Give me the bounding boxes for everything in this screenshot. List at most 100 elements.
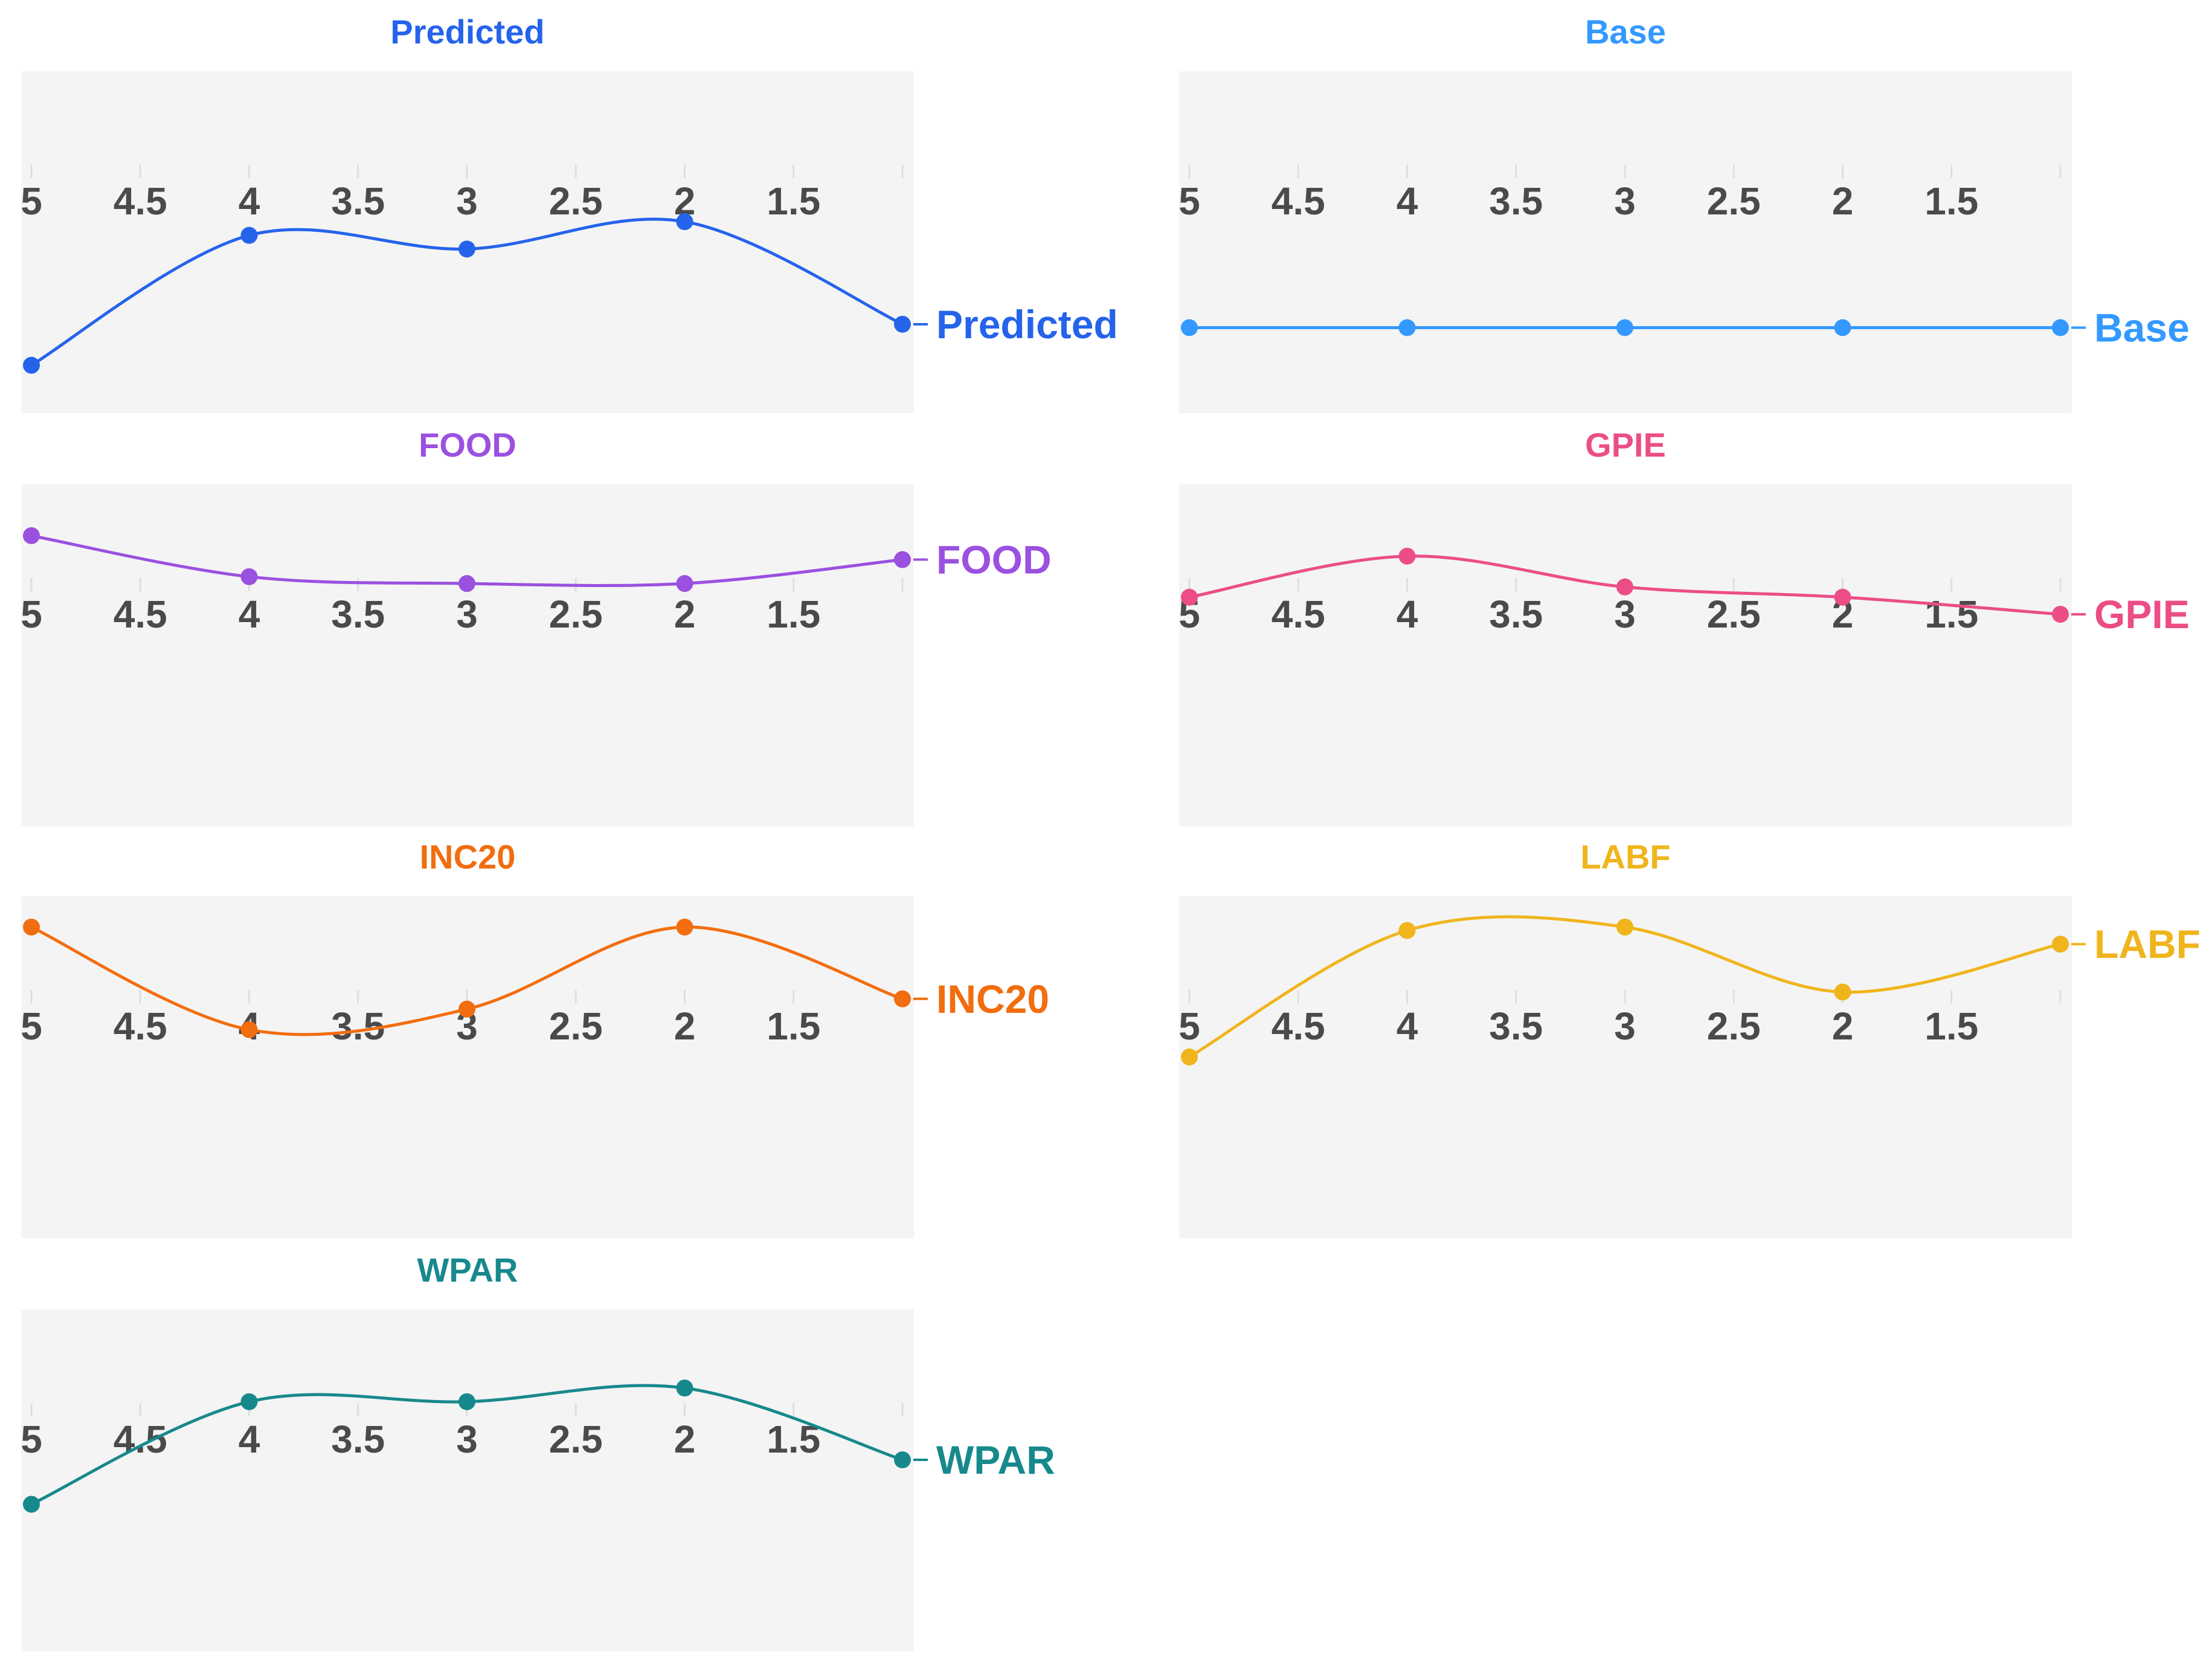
x-tick-label: 1.5 xyxy=(767,593,820,636)
data-point xyxy=(1616,319,1633,336)
x-tick-label: 3 xyxy=(456,179,478,223)
data-point xyxy=(23,527,40,544)
chart-title: GPIE xyxy=(1585,426,1666,464)
chart-panel-base: Base 5 4.5 4 3.5 3 2.5 2 1.5 Base xyxy=(1158,0,2212,413)
series-end-label: LABF xyxy=(2094,922,2201,966)
x-tick-label: 1.5 xyxy=(1924,179,1978,223)
x-tick-label: 4.5 xyxy=(1272,1004,1325,1048)
chart-title: Base xyxy=(1585,13,1666,51)
x-tick-label: 3.5 xyxy=(331,179,385,223)
x-tick-label: 3.5 xyxy=(331,1004,385,1048)
x-tick-label: 5 xyxy=(1178,1004,1200,1048)
x-tick-label: 4 xyxy=(239,1418,260,1461)
data-point xyxy=(1181,1049,1198,1066)
chart-panel-predicted: Predicted 5 4.5 4 3.5 3 2.5 2 1.5 Predicted xyxy=(0,0,1160,413)
data-point xyxy=(676,575,693,593)
chart-panel-gpie: GPIE 5 4.5 4 3.5 3 2.5 2 1.5 GPIE xyxy=(1158,413,2212,826)
data-point xyxy=(894,551,911,568)
data-point xyxy=(2052,606,2069,623)
chart-svg-food: FOOD 5 4.5 4 3.5 3 2.5 2 1.5 FOOD xyxy=(21,426,1052,826)
data-point xyxy=(1834,983,1851,1001)
data-point xyxy=(1398,319,1416,336)
plot-background xyxy=(21,896,914,1238)
series-end-label: Predicted xyxy=(936,302,1118,347)
x-tick-label: 4 xyxy=(1397,1004,1418,1048)
data-point xyxy=(676,918,693,936)
x-tick-label: 3.5 xyxy=(331,593,385,636)
x-tick-label: 4 xyxy=(1397,179,1418,223)
x-tick-label: 2 xyxy=(1832,179,1854,223)
chart-title: LABF xyxy=(1580,838,1670,876)
data-point xyxy=(1616,918,1633,936)
x-tick-label: 2 xyxy=(674,1004,696,1048)
series-end-label: GPIE xyxy=(2094,592,2190,637)
x-tick-label: 2.5 xyxy=(1707,1004,1761,1048)
data-point xyxy=(458,1393,475,1410)
data-point xyxy=(1834,588,1851,606)
chart-svg-base: Base 5 4.5 4 3.5 3 2.5 2 1.5 Base xyxy=(1178,13,2190,413)
plot-background xyxy=(1179,484,2072,826)
series-end-label: FOOD xyxy=(936,538,1052,582)
x-tick-label: 2.5 xyxy=(1707,593,1761,636)
data-point xyxy=(1616,578,1633,596)
x-tick-label: 3 xyxy=(1614,179,1636,223)
data-point xyxy=(23,918,40,936)
x-tick-label: 4.5 xyxy=(114,179,167,223)
data-point xyxy=(1398,547,1416,565)
x-tick-label: 4 xyxy=(1397,593,1418,636)
x-tick-label: 2.5 xyxy=(549,1004,603,1048)
x-tick-label: 5 xyxy=(21,593,42,636)
data-point xyxy=(1398,922,1416,939)
chart-svg-labf: LABF 5 4.5 4 3.5 3 2.5 2 1.5 LABF xyxy=(1178,838,2201,1238)
plot-background xyxy=(21,484,914,826)
x-tick-label: 3 xyxy=(1614,593,1636,636)
x-tick-label: 5 xyxy=(21,1004,42,1048)
data-point xyxy=(1834,319,1851,336)
x-tick-label: 3.5 xyxy=(1489,179,1543,223)
x-tick-label: 5 xyxy=(21,1418,42,1461)
series-end-label: Base xyxy=(2094,306,2190,350)
chart-title: INC20 xyxy=(420,838,516,876)
data-point xyxy=(23,356,40,374)
x-tick-label: 3.5 xyxy=(1489,1004,1543,1048)
data-point xyxy=(240,1393,258,1410)
x-tick-label: 2.5 xyxy=(549,179,603,223)
data-point xyxy=(894,990,911,1007)
x-tick-label: 3.5 xyxy=(1489,593,1543,636)
x-tick-label: 2.5 xyxy=(1707,179,1761,223)
series-end-label: INC20 xyxy=(936,977,1049,1021)
data-point xyxy=(1181,319,1198,336)
x-tick-label: 4 xyxy=(239,593,260,636)
data-point xyxy=(240,568,258,585)
x-tick-label: 1.5 xyxy=(767,179,820,223)
x-tick-label: 4 xyxy=(239,179,260,223)
chart-panel-wpar: WPAR 5 4.5 4 3.5 3 2.5 2 1.5 WPAR xyxy=(0,1238,1160,1651)
data-point xyxy=(458,1000,475,1018)
plot-background xyxy=(1179,896,2072,1238)
data-point xyxy=(1181,588,1198,606)
data-point xyxy=(458,575,475,593)
data-point xyxy=(894,315,911,333)
data-point xyxy=(2052,319,2069,336)
data-point xyxy=(2052,936,2069,953)
data-point xyxy=(676,213,693,231)
x-tick-label: 4.5 xyxy=(114,593,167,636)
x-tick-label: 4.5 xyxy=(114,1004,167,1048)
x-tick-label: 3 xyxy=(1614,1004,1636,1048)
chart-title: Predicted xyxy=(390,13,544,51)
plot-background xyxy=(21,1309,914,1651)
data-point xyxy=(458,240,475,258)
plot-background xyxy=(1179,71,2072,413)
x-tick-label: 2 xyxy=(674,593,696,636)
data-point xyxy=(240,226,258,244)
x-tick-label: 2 xyxy=(1832,1004,1854,1048)
x-tick-label: 5 xyxy=(1178,179,1200,223)
x-tick-label: 1.5 xyxy=(1924,1004,1978,1048)
data-point xyxy=(676,1379,693,1397)
chart-title: FOOD xyxy=(419,426,516,464)
x-tick-label: 2.5 xyxy=(549,593,603,636)
